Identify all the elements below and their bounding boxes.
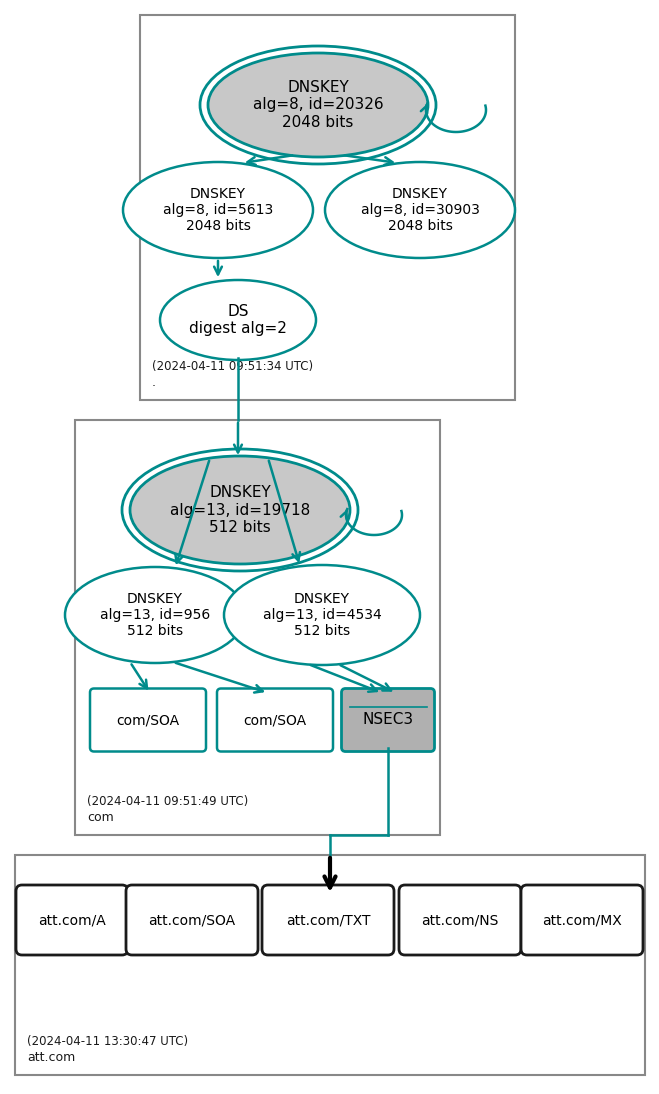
FancyBboxPatch shape [399,885,521,955]
FancyBboxPatch shape [217,688,333,752]
Text: com/SOA: com/SOA [117,713,179,728]
Bar [75,420,440,835]
Text: DNSKEY
alg=13, id=956
512 bits: DNSKEY alg=13, id=956 512 bits [100,592,210,638]
Text: (2024-04-11 09:51:34 UTC): (2024-04-11 09:51:34 UTC) [152,360,313,373]
Ellipse shape [123,162,313,258]
Text: DS
digest alg=2: DS digest alg=2 [189,304,287,336]
Text: att.com/A: att.com/A [38,913,106,927]
Text: NSEC3: NSEC3 [362,712,414,728]
Ellipse shape [325,162,515,258]
Text: DNSKEY
alg=8, id=5613
2048 bits: DNSKEY alg=8, id=5613 2048 bits [163,187,273,233]
FancyBboxPatch shape [90,688,206,752]
FancyBboxPatch shape [262,885,394,955]
FancyBboxPatch shape [126,885,258,955]
Ellipse shape [160,280,316,360]
Text: DNSKEY
alg=13, id=19718
512 bits: DNSKEY alg=13, id=19718 512 bits [170,485,310,535]
FancyBboxPatch shape [341,688,434,752]
FancyBboxPatch shape [521,885,643,955]
Text: DNSKEY
alg=8, id=20326
2048 bits: DNSKEY alg=8, id=20326 2048 bits [252,80,384,130]
Text: DNSKEY
alg=8, id=30903
2048 bits: DNSKEY alg=8, id=30903 2048 bits [360,187,480,233]
Bar [15,856,645,1075]
Bar [140,15,515,400]
Text: att.com/SOA: att.com/SOA [148,913,235,927]
Text: DNSKEY
alg=13, id=4534
512 bits: DNSKEY alg=13, id=4534 512 bits [263,592,382,638]
Ellipse shape [130,456,350,565]
Text: att.com: att.com [27,1051,75,1064]
Text: att.com/MX: att.com/MX [542,913,622,927]
Text: att.com/NS: att.com/NS [421,913,499,927]
Text: (2024-04-11 09:51:49 UTC): (2024-04-11 09:51:49 UTC) [87,795,248,808]
Ellipse shape [65,567,245,663]
Text: .: . [152,376,156,389]
Text: att.com/TXT: att.com/TXT [286,913,370,927]
Text: com/SOA: com/SOA [243,713,306,728]
Ellipse shape [224,565,420,665]
Text: com: com [87,811,114,824]
Text: (2024-04-11 13:30:47 UTC): (2024-04-11 13:30:47 UTC) [27,1035,188,1048]
Ellipse shape [208,53,428,158]
FancyBboxPatch shape [16,885,128,955]
